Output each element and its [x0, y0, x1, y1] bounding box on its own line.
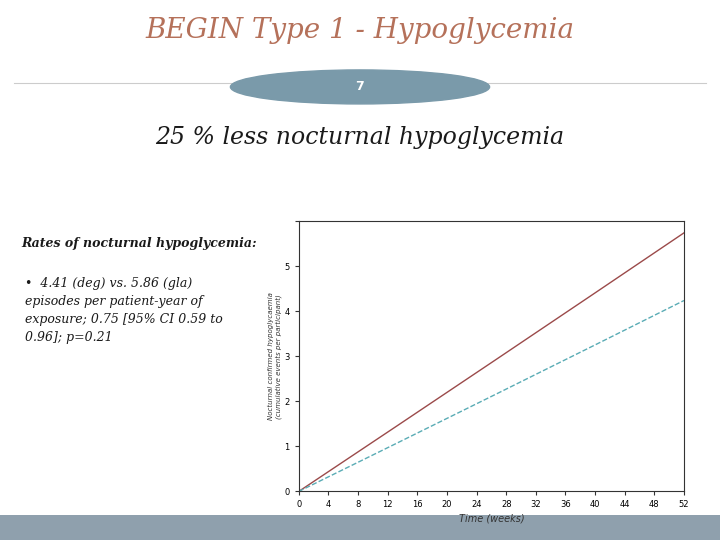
X-axis label: Time (weeks): Time (weeks) [459, 514, 524, 524]
Text: 25 % less nocturnal hypoglycemia: 25 % less nocturnal hypoglycemia [156, 126, 564, 148]
Text: •  4.41 (deg) vs. 5.86 (gla)
episodes per patient-year of
exposure; 0.75 [95% CI: • 4.41 (deg) vs. 5.86 (gla) episodes per… [25, 277, 223, 344]
Text: 7: 7 [356, 80, 364, 93]
Y-axis label: Nocturnal confirmed hypoglycaemia
(cumulative events per participant): Nocturnal confirmed hypoglycaemia (cumul… [268, 293, 282, 420]
Circle shape [230, 70, 490, 104]
Text: BEGIN Type 1 - Hypoglycemia: BEGIN Type 1 - Hypoglycemia [145, 17, 575, 44]
FancyBboxPatch shape [0, 516, 720, 540]
Text: Rates of nocturnal hypoglycemia:: Rates of nocturnal hypoglycemia: [22, 237, 257, 250]
